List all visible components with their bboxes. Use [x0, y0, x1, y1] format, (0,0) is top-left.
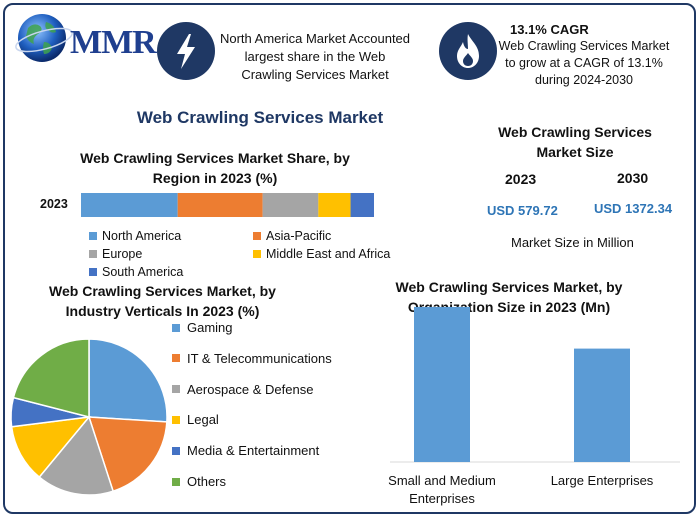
legend-swatch — [172, 323, 180, 332]
legend-swatch — [172, 477, 180, 486]
legend-swatch — [172, 415, 180, 424]
mmr-logo: MMR — [14, 10, 157, 66]
legend-swatch — [172, 354, 180, 363]
legend-label: IT & Telecommunications — [187, 350, 332, 366]
legend-swatch — [253, 232, 261, 240]
legend-label: Legal — [187, 412, 219, 428]
legend-swatch — [172, 385, 180, 394]
region-chart-title: Web Crawling Services Market Share, by R… — [80, 150, 350, 186]
organization-category-label-small-and-medium-enterprises: Small and Medium Enterprises — [388, 473, 496, 506]
legend-swatch — [89, 268, 97, 276]
legend-label: Aerospace & Defense — [187, 381, 314, 397]
legend-label: Asia-Pacific — [266, 229, 332, 243]
market-size-value-2030: USD 1372.34 — [594, 201, 673, 216]
legend-label: Middle East and Africa — [266, 247, 391, 261]
region-chart-category-label: 2023 — [40, 197, 68, 211]
header-north-america-text: North America Market Accounted largest s… — [219, 31, 411, 82]
organization-bar-large-enterprises — [574, 348, 630, 462]
region-bar-segment-asia-pacific — [177, 193, 263, 217]
legend-label: Gaming — [187, 320, 233, 335]
industry-legend-legal: Legal — [172, 412, 219, 427]
legend-swatch — [172, 446, 180, 455]
pie-slice-others — [12, 338, 90, 418]
industry-chart-title: Web Crawling Services Market, by Industr… — [49, 283, 276, 319]
region-legend-south-america: South America — [89, 265, 183, 279]
cagr-title: 13.1% CAGR — [510, 22, 589, 37]
region-bar-segment-middle-east-and-africa — [318, 193, 351, 217]
organization-category-label-large-enterprises: Large Enterprises — [550, 473, 654, 488]
infographic-frame — [3, 3, 696, 514]
industry-legend-media-and-entertainment: Media & Entertainment — [172, 443, 319, 458]
lightning-icon — [157, 22, 215, 80]
globe-icon — [15, 14, 73, 62]
market-size-year-2023: 2023 — [505, 171, 537, 187]
region-bar-segment-south-america — [350, 193, 374, 217]
industry-legend-gaming: Gaming — [172, 320, 233, 335]
legend-swatch — [89, 232, 97, 240]
legend-label: South America — [102, 265, 184, 279]
market-size-unit-note: Market Size in Million — [511, 235, 634, 250]
logo-text: MMR — [70, 24, 157, 61]
industry-legend-others: Others — [172, 474, 226, 489]
market-size-value-2023: USD 579.72 — [487, 203, 558, 218]
market-size-year-2030: 2030 — [617, 170, 649, 186]
region-bar-segment-north-america — [81, 193, 178, 217]
organization-bar-small-and-medium-enterprises — [414, 306, 470, 462]
region-bar-segment-europe — [262, 193, 319, 217]
legend-label: Others — [187, 474, 227, 489]
region-legend-asia-pacific: Asia-Pacific — [253, 229, 331, 243]
flame-icon — [439, 22, 497, 80]
legend-swatch — [253, 250, 261, 258]
legend-swatch — [89, 250, 97, 258]
pie-slice-it-and-telecommunications — [87, 416, 168, 493]
legend-label: North America — [102, 229, 182, 243]
cagr-text: Web Crawling Services Market to grow at … — [498, 39, 670, 87]
industry-legend-aerospace-and-defense: Aerospace & Defense — [172, 382, 313, 397]
pie-slice-aerospace-and-defense — [38, 415, 115, 496]
market-size-title: Web Crawling Services Market Size — [498, 124, 652, 160]
legend-label: Europe — [102, 247, 143, 261]
region-legend-middle-east-and-africa: Middle East and Africa — [253, 247, 390, 261]
main-title: Web Crawling Services Market — [136, 108, 384, 127]
industry-legend-it-and-telecommunications: IT & Telecommunications — [172, 351, 332, 366]
region-legend-europe: Europe — [89, 247, 142, 261]
pie-slice-gaming — [88, 338, 168, 423]
region-legend-north-america: North America — [89, 229, 181, 243]
legend-label: Media & Entertainment — [187, 443, 320, 459]
